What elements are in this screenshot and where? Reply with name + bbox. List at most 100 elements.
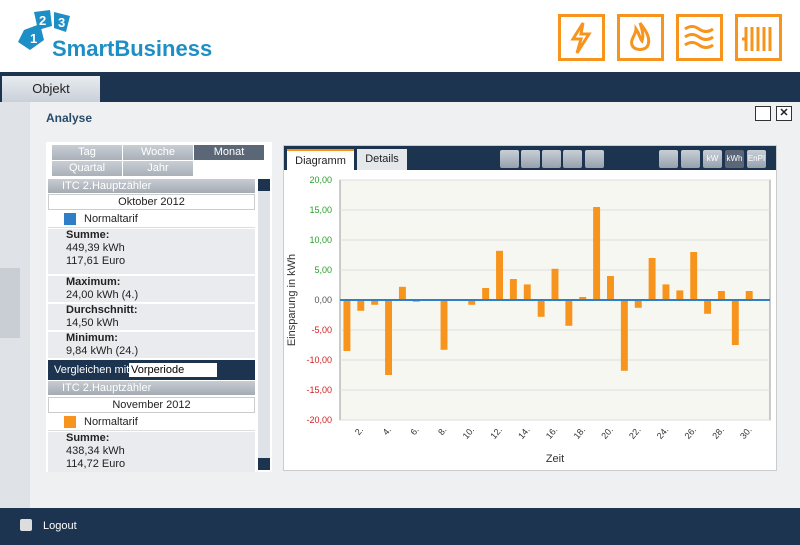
toolbar-button[interactable] bbox=[500, 150, 519, 168]
stat: Summe: 449,39 kWh 117,61 Euro bbox=[48, 229, 255, 274]
toolbar-button[interactable] bbox=[563, 150, 582, 168]
bar bbox=[440, 300, 448, 350]
compare-select[interactable]: Vorperiode bbox=[129, 363, 217, 377]
period-button[interactable]: Jahr bbox=[123, 161, 193, 176]
y-tick-label: -5,00 bbox=[311, 325, 332, 335]
stat-label: Minimum: bbox=[66, 332, 118, 344]
x-tick-label: 30. bbox=[738, 425, 754, 441]
bar bbox=[509, 279, 517, 300]
period-selector[interactable]: Oktober 2012 bbox=[48, 194, 255, 210]
scrollbar[interactable] bbox=[258, 179, 270, 470]
period-button[interactable]: Quartal bbox=[52, 161, 122, 176]
x-tick-label: 6. bbox=[408, 425, 420, 437]
stat-value: 114,72 Euro bbox=[66, 458, 126, 470]
x-tick-label: 16. bbox=[544, 425, 560, 441]
x-tick-label: 18. bbox=[572, 425, 588, 441]
toolbar-button[interactable] bbox=[521, 150, 540, 168]
tariff-color bbox=[64, 416, 76, 428]
logo-text: SmartBusiness bbox=[52, 36, 213, 61]
stat-label: Durchschnitt: bbox=[66, 304, 138, 316]
y-tick-label: 0,00 bbox=[314, 295, 332, 305]
x-tick-label: 10. bbox=[461, 425, 477, 441]
bar bbox=[579, 297, 587, 300]
window-button[interactable] bbox=[755, 106, 771, 121]
toolbar-button[interactable] bbox=[542, 150, 561, 168]
x-tick-label: 2. bbox=[353, 425, 365, 437]
toolbar-button[interactable] bbox=[681, 150, 700, 168]
bar bbox=[745, 291, 753, 300]
toolbar-button[interactable] bbox=[585, 150, 604, 168]
toolbar-button[interactable] bbox=[659, 150, 678, 168]
bar bbox=[634, 300, 642, 308]
bar bbox=[565, 300, 573, 326]
y-axis-label: Einsparung in kWh bbox=[286, 254, 298, 346]
stat: Durchschnitt: 14,50 kWh bbox=[48, 304, 255, 330]
bar bbox=[551, 268, 559, 300]
stat-value: 14,50 kWh bbox=[66, 317, 119, 329]
period-selector[interactable]: November 2012 bbox=[48, 397, 255, 413]
stat-value: 449,39 kWh bbox=[66, 242, 125, 254]
toolbar-button[interactable]: kW bbox=[703, 150, 722, 168]
toolbar-button[interactable]: kWh bbox=[725, 150, 744, 168]
chart: Einsparung in kWh Zeit -20,00 -15,00 -10,0… bbox=[286, 175, 771, 465]
icon-gas[interactable] bbox=[617, 14, 664, 61]
toolbar-button[interactable]: EnPI bbox=[747, 150, 766, 168]
bar bbox=[523, 284, 531, 300]
x-tick-label: 20. bbox=[599, 425, 615, 441]
x-tick-label: 24. bbox=[655, 425, 671, 441]
y-tick-label: -10,00 bbox=[306, 355, 332, 365]
close-button[interactable]: ✕ bbox=[776, 106, 792, 121]
tariff-color bbox=[64, 213, 76, 225]
x-tick-label: 8. bbox=[436, 425, 448, 437]
logo-number: 2 bbox=[39, 13, 46, 28]
stat-value: 438,34 kWh bbox=[66, 445, 125, 457]
y-tick-label: 15,00 bbox=[309, 205, 332, 215]
compare-label: Vergleichen mit: bbox=[54, 364, 133, 376]
bar bbox=[620, 300, 628, 371]
x-tick-label: 26. bbox=[683, 425, 699, 441]
logout[interactable]: Logout bbox=[43, 520, 77, 532]
bar bbox=[468, 300, 476, 305]
chart-tab[interactable]: Details bbox=[357, 149, 407, 170]
x-tick-label: 12. bbox=[488, 425, 504, 441]
bar bbox=[398, 286, 406, 300]
stat: Maximum: 24,00 kWh (4.) bbox=[48, 276, 255, 302]
stat-value: 24,00 kWh (4.) bbox=[66, 289, 139, 301]
logo-number: 1 bbox=[30, 31, 37, 46]
y-tick-label: -20,00 bbox=[306, 415, 332, 425]
nav-bar: Objekt bbox=[0, 72, 800, 102]
logo-number: 3 bbox=[58, 15, 65, 30]
bar bbox=[676, 290, 684, 300]
bar bbox=[593, 207, 601, 300]
meter-title: ITC 2.Hauptzähler bbox=[48, 381, 255, 395]
chart-tab[interactable]: Diagramm bbox=[287, 149, 354, 170]
bar bbox=[648, 258, 656, 300]
stat: Minimum: 9,84 kWh (24.) bbox=[48, 332, 255, 358]
icon-radiator[interactable] bbox=[735, 14, 782, 61]
tariff: Normaltarif bbox=[48, 414, 255, 431]
logo-mark: 1 2 3 bbox=[18, 10, 70, 50]
nav-tab[interactable]: Objekt bbox=[2, 76, 100, 102]
bar bbox=[385, 300, 393, 375]
y-tick-label: 5,00 bbox=[314, 265, 332, 275]
bar bbox=[690, 252, 698, 300]
x-tick-label: 28. bbox=[710, 425, 726, 441]
lock-icon bbox=[20, 519, 32, 531]
side-handle[interactable] bbox=[0, 268, 20, 338]
bar bbox=[537, 300, 545, 317]
bar bbox=[343, 300, 351, 351]
period-button[interactable]: Tag bbox=[52, 145, 122, 160]
bar bbox=[482, 288, 490, 300]
x-axis-label: Zeit bbox=[546, 453, 564, 465]
period-button[interactable]: Monat bbox=[194, 145, 264, 160]
y-tick-label: 20,00 bbox=[309, 175, 332, 185]
x-tick-label: 4. bbox=[381, 425, 393, 437]
icon-electricity[interactable] bbox=[558, 14, 605, 61]
meter-title: ITC 2.Hauptzähler bbox=[48, 179, 255, 193]
bar bbox=[704, 300, 712, 314]
stat-label: Summe: bbox=[66, 229, 110, 241]
period-button[interactable]: Woche bbox=[123, 145, 193, 160]
icon-heat[interactable] bbox=[676, 14, 723, 61]
bar bbox=[662, 284, 670, 300]
